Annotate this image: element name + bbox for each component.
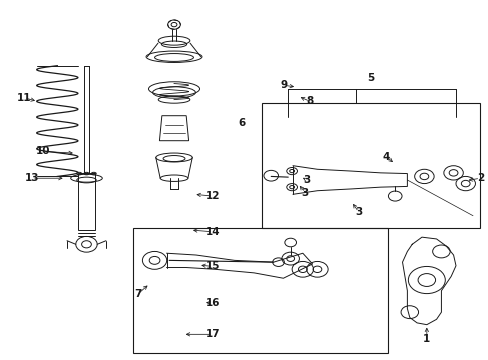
Text: 8: 8	[306, 96, 313, 107]
Text: 7: 7	[134, 289, 141, 299]
Text: 14: 14	[205, 227, 220, 237]
Text: 4: 4	[382, 152, 389, 162]
Bar	[261, 103, 479, 228]
Bar	[132, 228, 387, 353]
Text: 16: 16	[205, 298, 220, 308]
Text: 11: 11	[17, 93, 31, 103]
Text: 5: 5	[366, 73, 374, 83]
Text: 3: 3	[354, 207, 362, 217]
Text: 17: 17	[205, 329, 220, 339]
Text: 2: 2	[476, 173, 483, 183]
Text: 15: 15	[205, 261, 220, 271]
Text: 3: 3	[303, 175, 310, 185]
Text: 6: 6	[238, 118, 245, 128]
Text: 13: 13	[25, 173, 39, 183]
Text: 3: 3	[301, 188, 308, 198]
Text: 10: 10	[36, 147, 50, 157]
Text: 12: 12	[205, 191, 220, 201]
Text: 1: 1	[422, 334, 429, 344]
Text: 9: 9	[280, 80, 287, 90]
